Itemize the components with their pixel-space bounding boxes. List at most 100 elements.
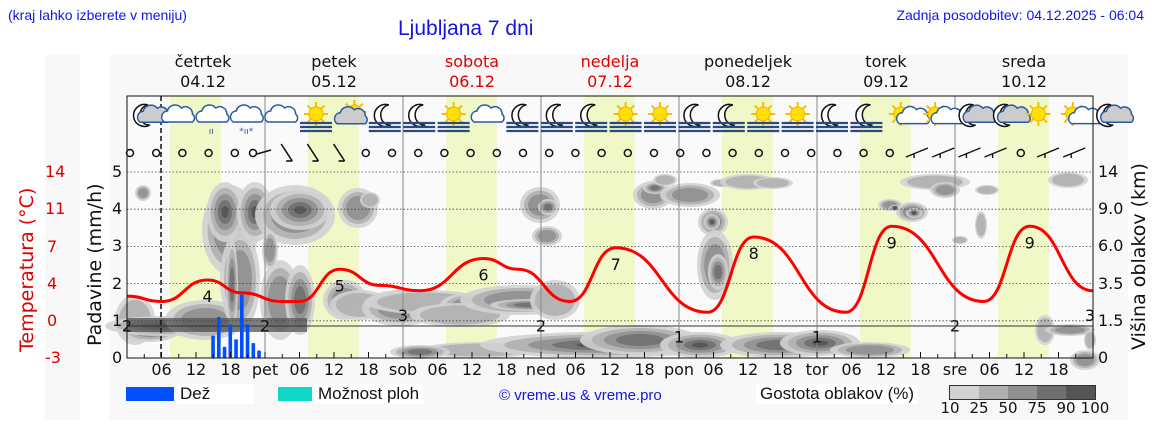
x-tick-label: 18 — [1048, 360, 1069, 379]
day-header-2: sobota 06.12 — [403, 52, 541, 92]
weather-icon-cloudy — [160, 104, 196, 123]
day-name: ponedeljek — [704, 52, 792, 71]
density-swatch — [1008, 386, 1037, 399]
weather-icon-sunny-partly-cloudy — [888, 102, 931, 126]
temp-tick: 11 — [45, 199, 66, 218]
precip-tick: 4 — [112, 199, 123, 219]
weather-icon-night-fog — [575, 103, 608, 133]
showers-legend-label: Možnost ploh — [314, 384, 424, 404]
x-tick-label: 12 — [599, 360, 621, 379]
x-tick-label: 12 — [461, 360, 483, 379]
precip-tick: 3 — [112, 236, 123, 256]
density-tick: 50 — [998, 399, 1018, 417]
density-tick: 10 — [940, 399, 960, 417]
x-tick-label: tor — [805, 360, 829, 379]
cloud-height-tick: 1.5 — [1098, 310, 1124, 330]
day-name: nedelja — [580, 52, 640, 71]
precip-tick: 1 — [112, 310, 123, 330]
day-date: 05.12 — [311, 72, 357, 91]
weather-icon-night-fog — [368, 103, 401, 133]
precip-tick: 2 — [112, 273, 123, 293]
density-tick: 25 — [969, 399, 989, 417]
temp-tick: 7 — [47, 237, 58, 256]
precip-tick: 0 — [112, 348, 123, 367]
temp-axis-label: Temperatura (°C) — [16, 187, 38, 352]
day-header-4: ponedeljek 08.12 — [679, 52, 817, 92]
x-tick-label: pon — [663, 360, 695, 379]
weather-icon-sunny-fog — [437, 102, 470, 133]
day-name: sreda — [1001, 52, 1047, 71]
day-name: torek — [865, 52, 907, 71]
day-header-1: petek 05.12 — [265, 52, 403, 92]
rain-bar — [222, 346, 227, 358]
density-swatch — [1066, 386, 1095, 399]
page-title: Ljubljana 7 dni — [398, 17, 534, 40]
temp-tick: 14 — [45, 162, 66, 181]
x-tick-label: 18 — [358, 360, 379, 379]
weather-icon-sunny-fog — [781, 102, 814, 133]
x-tick-label: 12 — [875, 360, 897, 379]
x-tick-label: 06 — [703, 360, 724, 379]
weather-icon-night-cloudy — [1096, 103, 1135, 128]
x-tick-label: 06 — [841, 360, 862, 379]
weather-icon-sunny-fog — [300, 102, 332, 133]
weather-icon-night-fog — [678, 103, 711, 133]
weather-icon-night-partly-cloudy — [958, 103, 997, 128]
day-date: 06.12 — [449, 72, 495, 91]
x-tick-label: 18 — [772, 360, 793, 379]
weather-icon-night-fog — [850, 103, 883, 133]
x-tick-label: sre — [942, 360, 968, 379]
x-tick-label: 18 — [910, 360, 931, 379]
weather-icon-night-fog — [540, 103, 573, 133]
temp-label: 9 — [1025, 233, 1035, 252]
weather-icon-night-partly-cloudy — [992, 103, 1031, 128]
weather-icon-sunny-fog — [609, 102, 642, 133]
day-header-0: četrtek 04.12 — [134, 52, 272, 92]
region-hint[interactable]: (kraj lahko izberete v meniju) — [8, 7, 187, 23]
last-updated: Zadnja posodobitev: 04.12.2025 - 06:04 — [896, 7, 1144, 23]
x-tick-label: 18 — [496, 360, 517, 379]
x-tick-label: 06 — [289, 360, 310, 379]
weather-icon-night-fog — [712, 103, 745, 133]
weather-icon-cloudy-sleet: *ıı* — [229, 104, 264, 137]
temp-tick: 0 — [47, 311, 58, 330]
rain-legend-label: Dež — [176, 384, 254, 404]
rain-bar — [228, 324, 233, 358]
rain-bar — [234, 339, 238, 358]
weather-icon-partly-cloudy — [333, 100, 368, 125]
weather-icon-sunny-fog — [747, 102, 780, 133]
temp-label: 1 — [674, 327, 684, 346]
temp-label: 4 — [202, 287, 212, 306]
temp-label: 2 — [536, 317, 546, 336]
rain-bar — [245, 324, 250, 358]
temp-label: 5 — [335, 276, 345, 295]
temp-label: 3 — [398, 306, 408, 325]
day-date: 10.12 — [1001, 72, 1047, 91]
svg-text:ıı: ıı — [209, 127, 214, 137]
cloud-density-label: Gostota oblakov (%) — [756, 384, 919, 404]
temp-label: 8 — [749, 244, 759, 263]
temp-label: 2 — [260, 317, 270, 336]
rain-bar — [240, 294, 244, 358]
temp-axis-panel — [45, 55, 80, 420]
x-tick-label: sob — [388, 360, 418, 379]
density-swatch — [1037, 386, 1066, 399]
precip-axis-label: Padavine (mm/h) — [84, 183, 106, 346]
rain-bar — [257, 350, 261, 358]
weather-icon-night-fog — [403, 103, 436, 133]
day-header-5: torek 09.12 — [817, 52, 955, 92]
temp-label: 7 — [611, 255, 621, 274]
x-tick-label: ned — [525, 360, 557, 379]
density-tick: 100 — [1080, 399, 1110, 417]
rain-bar — [251, 343, 256, 358]
temperature-line — [126, 224, 1094, 314]
day-header-3: nedelja 07.12 — [541, 52, 679, 92]
x-tick-label: pet — [251, 360, 279, 379]
cloud-height-tick: 9.0 — [1098, 199, 1124, 219]
credit-link[interactable]: © vreme.us & vreme.pro — [499, 387, 662, 404]
temp-label: 9 — [887, 233, 897, 252]
x-tick-label: 18 — [220, 360, 241, 379]
svg-text:*ıı*: *ıı* — [239, 127, 254, 137]
temp-tick: -3 — [45, 348, 61, 367]
